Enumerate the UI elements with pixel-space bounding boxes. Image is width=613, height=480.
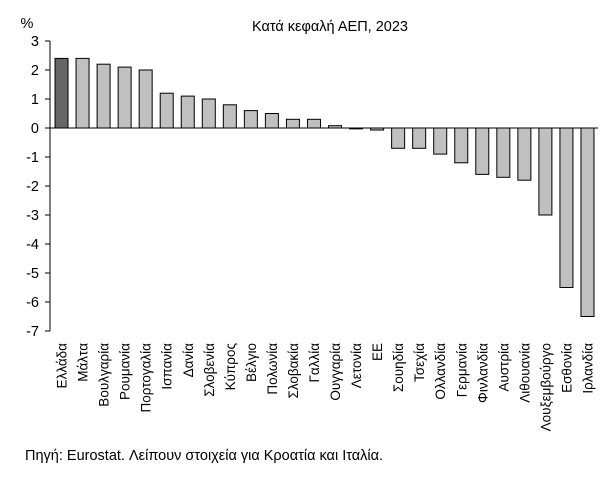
bar [496,127,511,178]
category-label: Λετονία [349,343,364,388]
y-tick-label: -1 [26,150,39,166]
category-label: Λιθουανία [517,343,532,403]
category-label: Δανία [181,343,196,378]
bar [201,98,216,129]
category-label: Τσεχία [412,343,427,382]
y-tick-label: -3 [26,208,39,224]
chart-title: Κατά κεφαλή ΑΕΠ, 2023 [252,19,408,35]
source-footnote: Πηγή: Eurostat. Λείπουν στοιχεία για Κρο… [25,448,383,464]
bar [412,127,427,149]
bar [75,57,90,129]
bar [538,127,553,216]
y-tick-label: -7 [26,324,39,340]
category-label: Ελλάδα [55,343,70,389]
bar [580,127,595,317]
bar [264,113,279,129]
category-label: Γαλλία [307,343,322,383]
category-label: Σλοβακία [286,343,301,399]
bar [306,118,321,129]
bar [285,118,300,129]
bar [559,127,574,288]
category-label: Πορτογαλία [139,343,154,413]
category-label: Ισπανία [160,343,175,390]
category-label: Λουξεμβούργο [538,343,553,431]
category-labels: Ελλάδα Μάλτα Βουλγαρία Ρουμανία Πορτογαλία Ισ… [55,343,596,432]
category-label: Βουλγαρία [97,343,112,407]
category-label: Φινλανδία [475,343,490,403]
y-axis: 3 2 1 0 -1 -2 -3 -4 -5 -6 -7 [26,34,51,340]
category-label: Γερμανία [454,343,469,397]
bar [454,127,469,164]
bars-group [54,57,595,317]
bar [96,63,111,129]
category-label: Ολλανδία [433,343,448,400]
category-label: Ουγγαρία [328,343,343,401]
category-label: Κύπρος [223,343,238,391]
category-label: Σουηδία [391,343,406,392]
y-tick-label: 3 [31,34,39,50]
bar [117,66,132,129]
y-tick-label: 1 [31,92,39,108]
bar [243,110,258,129]
category-label: Σλοβενία [202,343,217,397]
y-tick-label: -6 [26,295,39,311]
y-tick-label: -4 [26,237,39,253]
bar [475,127,490,175]
category-label: Εσθονία [559,343,574,393]
category-label: ΕΕ [370,343,385,361]
y-tick-label: -5 [26,266,39,282]
bar [517,127,532,181]
category-label: Πολωνία [265,343,280,395]
category-label: Μάλτα [76,343,91,382]
y-tick-label: 2 [31,63,39,79]
bar [391,127,406,149]
bar [433,127,448,155]
bar [54,57,69,129]
category-label: Ιρλανδία [580,343,595,394]
y-tick-label: -2 [26,179,39,195]
bar [138,69,153,129]
bar [180,95,195,129]
category-label: Βέλγιο [244,343,259,382]
bar [159,92,174,129]
y-tick-label: 0 [31,121,39,137]
y-axis-unit-label: % [21,16,34,32]
category-label: Αυστρία [496,343,511,392]
bar [222,104,237,129]
category-label: Ρουμανία [118,343,133,400]
